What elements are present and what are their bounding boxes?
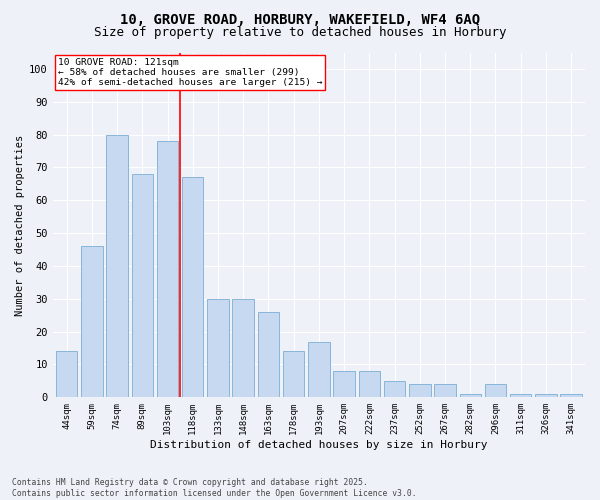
Text: 10 GROVE ROAD: 121sqm
← 58% of detached houses are smaller (299)
42% of semi-det: 10 GROVE ROAD: 121sqm ← 58% of detached … (58, 58, 323, 88)
X-axis label: Distribution of detached houses by size in Horbury: Distribution of detached houses by size … (150, 440, 488, 450)
Bar (232, 299, 254, 398)
Bar (409, 384, 431, 398)
Text: 10, GROVE ROAD, HORBURY, WAKEFIELD, WF4 6AQ: 10, GROVE ROAD, HORBURY, WAKEFIELD, WF4 … (120, 12, 480, 26)
Bar (434, 384, 456, 398)
Bar (56, 352, 77, 398)
Text: Size of property relative to detached houses in Horbury: Size of property relative to detached ho… (94, 26, 506, 39)
Bar (308, 342, 329, 398)
Bar (283, 352, 304, 398)
Bar (560, 394, 582, 398)
Bar (510, 394, 532, 398)
Bar (460, 394, 481, 398)
Bar (334, 371, 355, 398)
Bar (157, 141, 178, 398)
Bar (106, 134, 128, 398)
Bar (131, 174, 153, 398)
Text: Contains HM Land Registry data © Crown copyright and database right 2025.
Contai: Contains HM Land Registry data © Crown c… (12, 478, 416, 498)
Bar (359, 371, 380, 398)
Bar (207, 299, 229, 398)
Bar (182, 178, 203, 398)
Bar (81, 246, 103, 398)
Y-axis label: Number of detached properties: Number of detached properties (15, 134, 25, 316)
Bar (535, 394, 557, 398)
Bar (384, 381, 405, 398)
Bar (258, 312, 279, 398)
Bar (485, 384, 506, 398)
